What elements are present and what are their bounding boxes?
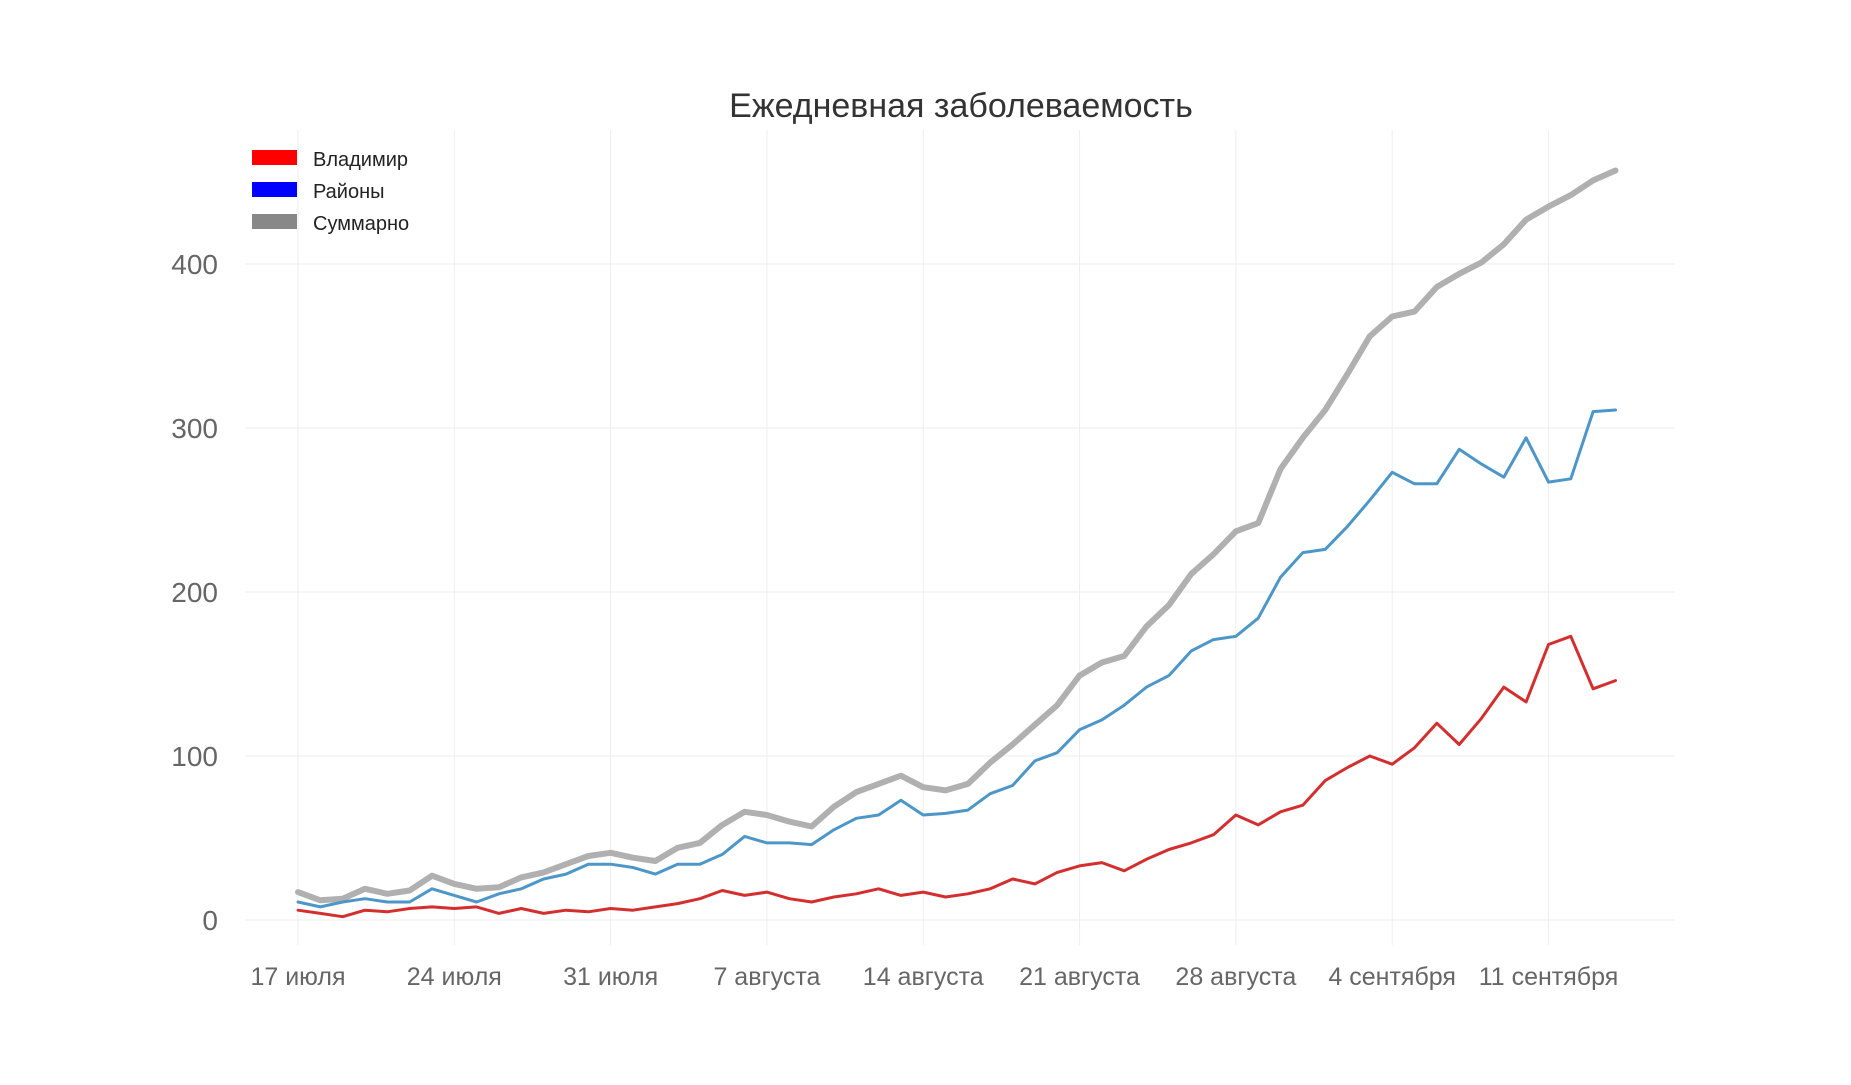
y-tick-label: 0 (202, 905, 218, 936)
series-line-summarno (295, 167, 1619, 904)
chart-title: Ежедневная заболеваемость (729, 87, 1193, 125)
legend: Владимир Районы Суммарно (252, 149, 409, 235)
y-tick-label: 100 (171, 741, 218, 772)
x-tick-label: 11 сентября (1479, 963, 1619, 991)
axis-layer: 0 100 200 300 400 17 июля 24 июля 31 июля 7 авгу… (171, 249, 1618, 991)
legend-swatch-summarno (252, 214, 297, 229)
series-layer (295, 167, 1619, 919)
y-tick-label: 400 (171, 249, 218, 280)
legend-swatch-vladimir (252, 150, 297, 165)
y-tick-label: 200 (171, 577, 218, 608)
series-line-rayony (296, 408, 1617, 909)
series-line-vladimir (296, 634, 1617, 919)
x-tick-label: 4 сентября (1328, 963, 1456, 991)
legend-label-rayony: Районы (313, 181, 385, 203)
x-tick-label: 28 августа (1175, 963, 1296, 991)
x-tick-label: 24 июля (407, 963, 502, 991)
x-tick-label: 21 августа (1019, 963, 1140, 991)
legend-swatch-rayony (252, 182, 297, 197)
y-tick-label: 300 (171, 413, 218, 444)
x-tick-label: 7 августа (713, 963, 820, 991)
x-tick-label: 14 августа (863, 963, 984, 991)
x-tick-label: 17 июля (250, 963, 345, 991)
legend-label-vladimir: Владимир (313, 149, 408, 171)
x-tick-label: 31 июля (563, 963, 658, 991)
legend-label-summarno: Суммарно (313, 213, 409, 235)
grid-layer (245, 130, 1675, 945)
